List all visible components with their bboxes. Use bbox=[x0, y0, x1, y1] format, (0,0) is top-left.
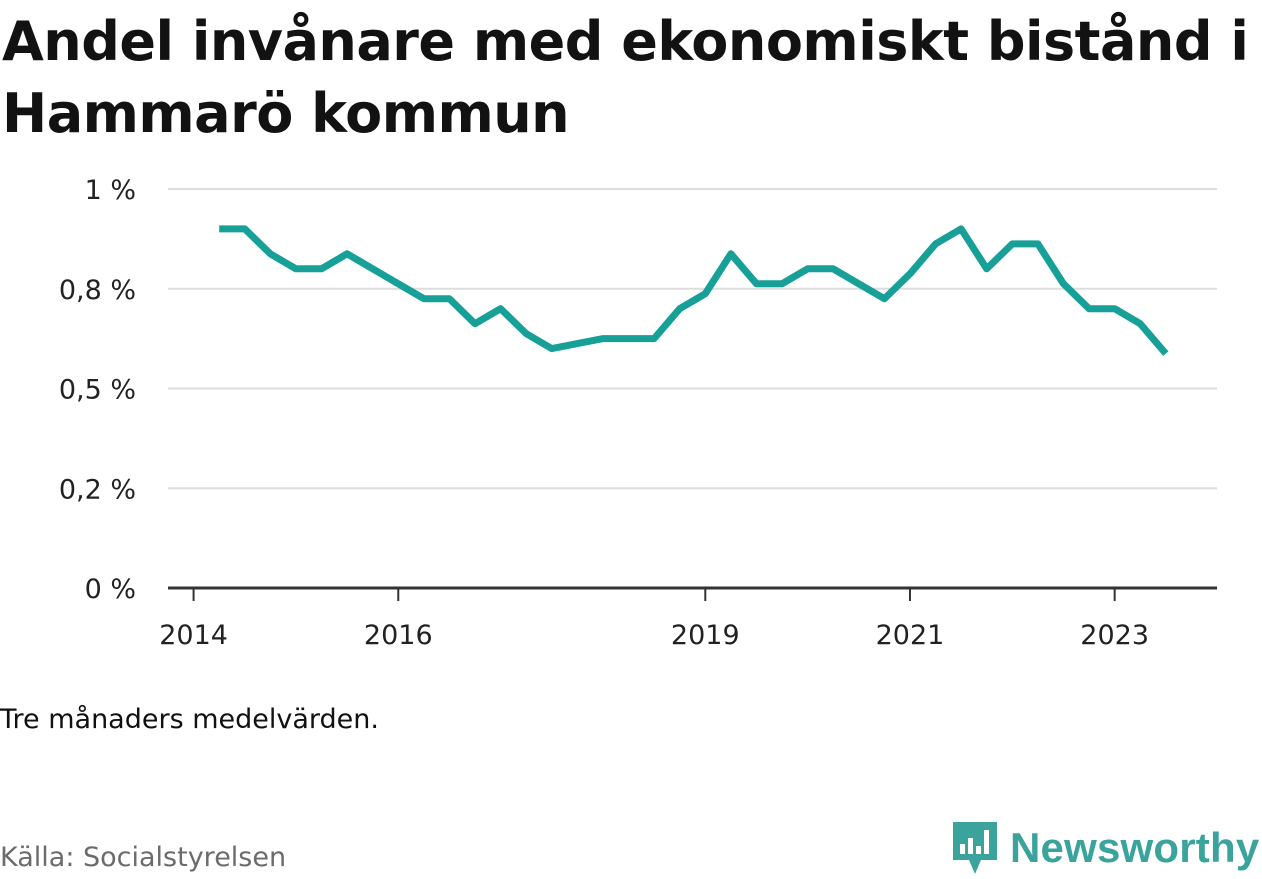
chart-note: Tre månaders medelvärden. bbox=[0, 704, 379, 735]
line-chart: 0 %0,2 %0,5 %0,8 %1 % 2014 2016 2019 2021 20… bbox=[59, 175, 1217, 651]
brand-name: Newsworthy bbox=[1010, 824, 1260, 871]
newsworthy-logo[interactable]: Newsworthy bbox=[950, 818, 1259, 878]
y-tick-label: 0 % bbox=[85, 574, 136, 605]
y-tick-label: 0,5 % bbox=[59, 375, 136, 406]
y-tick-label: 0,2 % bbox=[59, 474, 136, 505]
source-text: Källa: Socialstyrelsen bbox=[0, 842, 287, 873]
chart-title: Andel invånare med ekonomiskt bistånd i … bbox=[2, 10, 1249, 145]
x-tick-label: 2019 bbox=[671, 620, 740, 651]
y-tick-label: 1 % bbox=[85, 175, 136, 206]
x-tick-label: 2014 bbox=[159, 620, 228, 651]
y-tick-label: 0,8 % bbox=[59, 275, 136, 306]
series-line bbox=[219, 225, 1169, 356]
x-axis-ticks: 2014 2016 2019 2021 2023 bbox=[159, 588, 1149, 651]
x-tick-label: 2016 bbox=[364, 620, 433, 651]
x-tick-label: 2021 bbox=[876, 620, 945, 651]
x-tick-label: 2023 bbox=[1080, 620, 1149, 651]
gridlines bbox=[168, 188, 1217, 490]
newsworthy-logo-icon bbox=[953, 822, 997, 874]
y-axis-tick-labels: 0 % 0,2 % 0,5 % 0,8 % 1 % bbox=[59, 175, 136, 605]
